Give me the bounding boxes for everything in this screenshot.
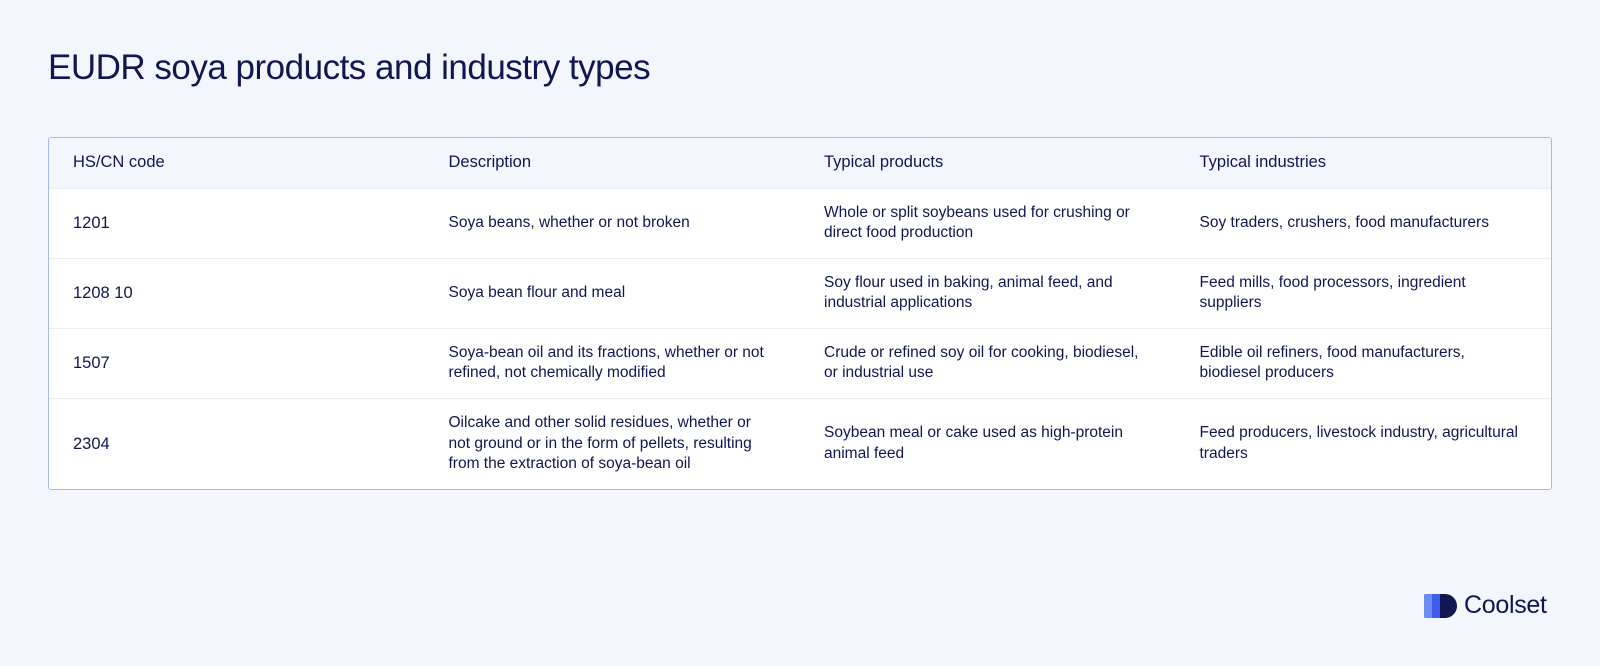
cell-typical-products: Soy flour used in baking, animal feed, a… xyxy=(824,273,1113,312)
cell-typical-products: Whole or split soybeans used for crushin… xyxy=(824,203,1130,242)
cell-hs-cn-code: 1507 xyxy=(73,353,110,372)
coolset-logo-icon xyxy=(1424,593,1457,618)
cell-typical-industries: Edible oil refiners, food manufacturers,… xyxy=(1199,343,1465,382)
header-typical-products: Typical products xyxy=(824,153,944,172)
cell-hs-cn-code: 2304 xyxy=(73,434,110,453)
page-title: EUDR soya products and industry types xyxy=(48,48,651,87)
cell-hs-cn-code: 1201 xyxy=(73,213,110,232)
cell-description: Soya bean flour and meal xyxy=(448,283,626,301)
brand-name: Coolset xyxy=(1464,591,1547,619)
table-row: 1201 Soya beans, whether or not broken W… xyxy=(49,188,1551,258)
products-table-container: HS/CN code Description Typical products … xyxy=(48,137,1552,490)
cell-typical-industries: Soy traders, crushers, food manufacturer… xyxy=(1199,213,1489,231)
coolset-logo: Coolset xyxy=(1424,591,1547,620)
header-description: Description xyxy=(448,153,532,172)
cell-typical-products: Crude or refined soy oil for cooking, bi… xyxy=(824,343,1139,382)
table-row: 1208 10 Soya bean flour and meal Soy flo… xyxy=(49,258,1551,328)
cell-description: Soya beans, whether or not broken xyxy=(448,213,690,231)
cell-typical-industries: Feed producers, livestock industry, agri… xyxy=(1199,424,1518,462)
table-header-row: HS/CN code Description Typical products … xyxy=(49,138,1551,188)
products-table: HS/CN code Description Typical products … xyxy=(49,138,1551,489)
header-typical-industries: Typical industries xyxy=(1199,153,1327,172)
cell-description: Soya-bean oil and its fractions, whether… xyxy=(448,343,764,382)
cell-typical-products: Soybean meal or cake used as high-protei… xyxy=(824,424,1123,462)
table-row: 2304 Oilcake and other solid residues, w… xyxy=(49,398,1551,489)
header-hs-cn-code: HS/CN code xyxy=(73,153,165,172)
table-row: 1507 Soya-bean oil and its fractions, wh… xyxy=(49,328,1551,398)
cell-description: Oilcake and other solid residues, whethe… xyxy=(448,414,752,472)
cell-typical-industries: Feed mills, food processors, ingredient … xyxy=(1199,273,1466,312)
cell-hs-cn-code: 1208 10 xyxy=(73,283,133,302)
